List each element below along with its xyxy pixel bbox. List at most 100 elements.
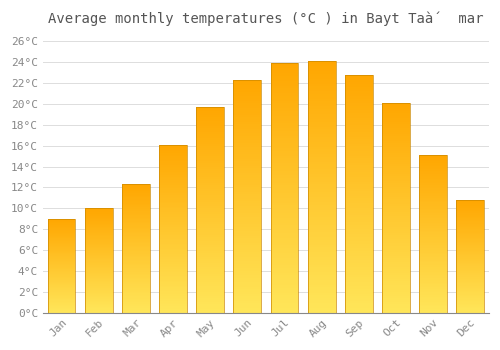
Bar <box>48 270 76 271</box>
Bar <box>270 173 298 175</box>
Bar <box>270 86 298 88</box>
Bar <box>85 305 112 306</box>
Bar <box>122 262 150 264</box>
Bar <box>419 199 447 201</box>
Bar <box>234 278 262 280</box>
Bar <box>85 309 112 310</box>
Bar <box>308 112 336 114</box>
Bar <box>122 219 150 220</box>
Bar <box>196 270 224 272</box>
Bar <box>308 102 336 104</box>
Bar <box>85 212 112 214</box>
Bar <box>122 289 150 291</box>
Bar <box>308 189 336 192</box>
Bar <box>85 239 112 240</box>
Bar <box>270 63 298 66</box>
Bar <box>234 113 262 115</box>
Bar <box>308 308 336 310</box>
Bar <box>345 82 373 84</box>
Bar <box>345 253 373 255</box>
Bar <box>85 231 112 232</box>
Bar <box>419 283 447 284</box>
Bar <box>234 110 262 113</box>
Bar <box>456 284 484 285</box>
Bar <box>159 168 187 170</box>
Bar <box>234 143 262 145</box>
Bar <box>419 174 447 176</box>
Bar <box>382 237 410 239</box>
Bar <box>196 202 224 204</box>
Bar <box>196 290 224 292</box>
Bar <box>122 270 150 272</box>
Bar <box>419 224 447 226</box>
Bar <box>382 168 410 170</box>
Bar <box>85 238 112 239</box>
Bar <box>308 104 336 106</box>
Bar <box>308 129 336 132</box>
Bar <box>48 250 76 251</box>
Bar <box>270 181 298 183</box>
Bar <box>345 210 373 213</box>
Bar <box>308 245 336 247</box>
Bar <box>122 268 150 269</box>
Bar <box>308 247 336 250</box>
Bar <box>456 292 484 294</box>
Bar <box>456 214 484 215</box>
Bar <box>270 98 298 101</box>
Bar <box>270 93 298 96</box>
Bar <box>345 286 373 289</box>
Bar <box>308 272 336 275</box>
Bar <box>122 245 150 246</box>
Bar <box>196 278 224 280</box>
Bar <box>85 217 112 218</box>
Bar <box>159 229 187 230</box>
Bar <box>270 228 298 230</box>
Bar <box>122 283 150 285</box>
Bar <box>308 132 336 134</box>
Bar <box>196 222 224 224</box>
Bar <box>456 210 484 211</box>
Bar <box>196 224 224 226</box>
Bar <box>85 287 112 288</box>
Bar <box>234 159 262 161</box>
Bar <box>122 308 150 309</box>
Bar <box>48 286 76 287</box>
Bar <box>382 310 410 313</box>
Bar <box>159 279 187 281</box>
Bar <box>48 224 76 225</box>
Bar <box>456 267 484 269</box>
Bar <box>270 308 298 310</box>
Bar <box>85 256 112 257</box>
Bar <box>382 176 410 178</box>
Bar <box>308 136 336 139</box>
Bar <box>308 89 336 91</box>
Bar <box>419 280 447 281</box>
Bar <box>382 275 410 277</box>
Bar <box>196 249 224 251</box>
Bar <box>159 242 187 244</box>
Bar <box>270 66 298 68</box>
Bar <box>419 270 447 272</box>
Bar <box>196 267 224 270</box>
Bar <box>270 83 298 86</box>
Bar <box>122 250 150 251</box>
Bar <box>419 201 447 202</box>
Bar <box>456 233 484 234</box>
Bar <box>159 177 187 178</box>
Bar <box>159 293 187 294</box>
Bar <box>48 243 76 244</box>
Bar <box>308 230 336 232</box>
Bar <box>48 233 76 234</box>
Bar <box>234 226 262 229</box>
Bar <box>48 245 76 246</box>
Bar <box>85 268 112 269</box>
Bar <box>456 280 484 281</box>
Bar <box>159 220 187 222</box>
Bar <box>308 270 336 272</box>
Bar <box>308 280 336 282</box>
Bar <box>234 310 262 313</box>
Bar <box>122 255 150 256</box>
Bar <box>382 124 410 126</box>
Bar <box>196 116 224 117</box>
Bar <box>270 186 298 188</box>
